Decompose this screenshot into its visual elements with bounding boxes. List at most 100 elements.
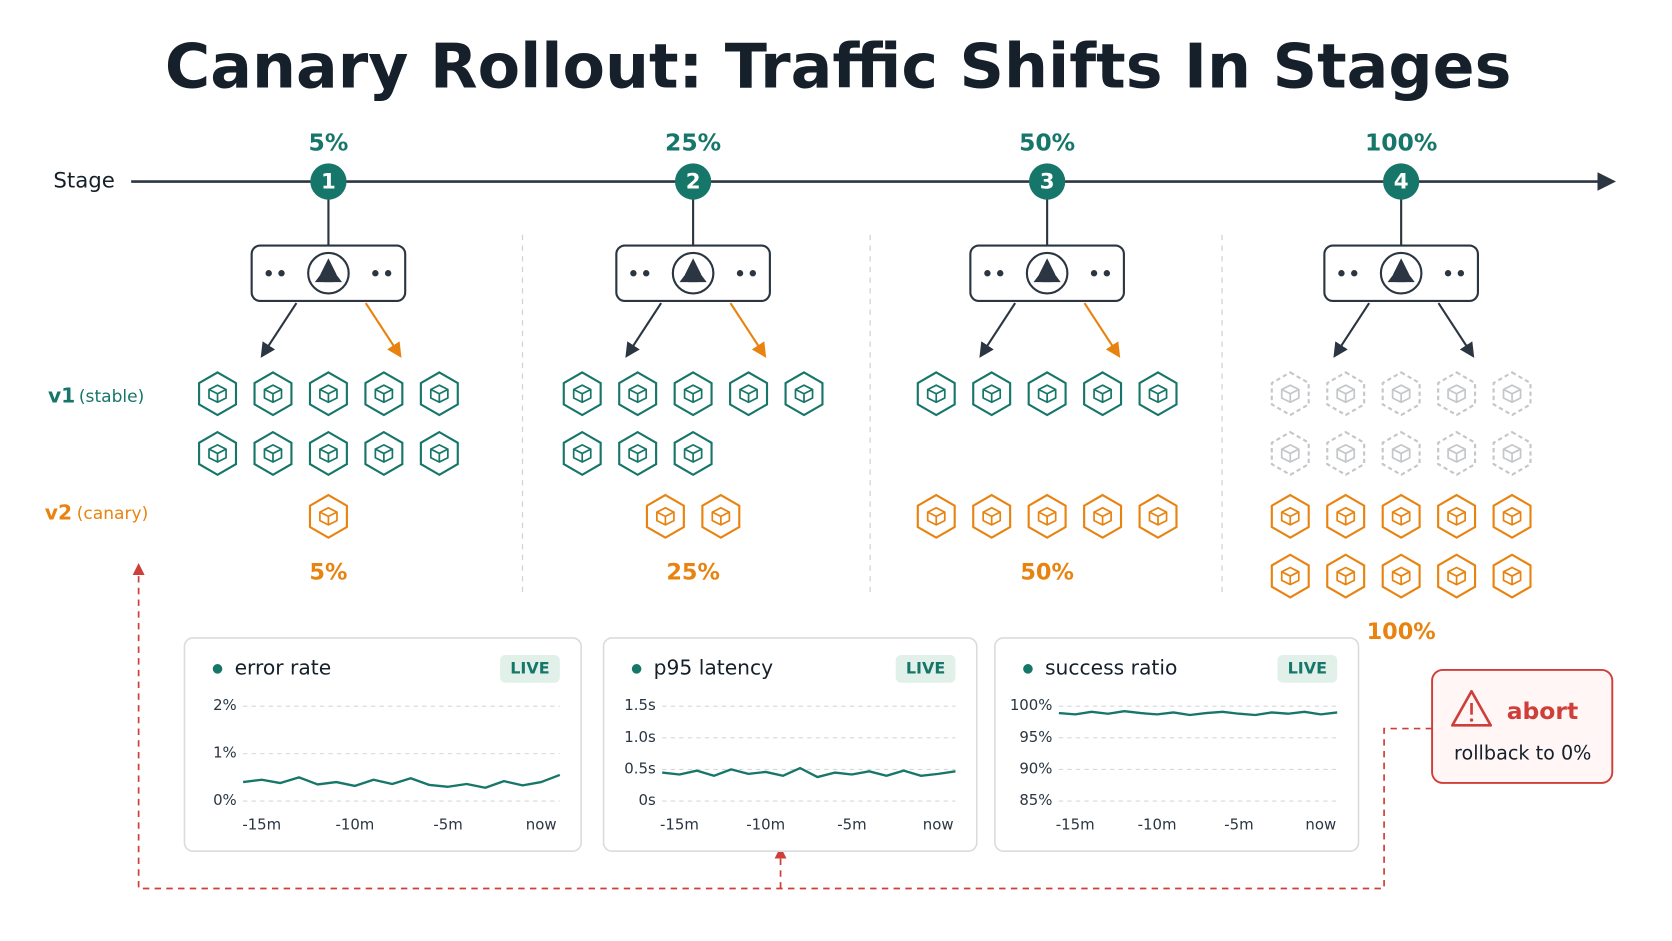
canary-percent: 100% <box>1367 619 1436 645</box>
instance-cube <box>711 506 731 526</box>
lb-dot <box>997 270 1004 277</box>
route-v2 <box>364 302 402 358</box>
lb-dot <box>984 270 991 277</box>
live-badge <box>895 654 956 683</box>
route-v1 <box>260 302 298 358</box>
instance-cube <box>628 384 648 404</box>
x-tick-label: -5m <box>837 816 866 834</box>
v1-label: v1 <box>48 383 75 407</box>
axis-label: Stage <box>53 169 115 194</box>
instance-cube <box>794 384 814 404</box>
instance-cube <box>263 384 283 404</box>
panel <box>602 637 978 852</box>
v1-note: (stable) <box>79 387 144 407</box>
instance-cube <box>926 384 946 404</box>
route-v2 <box>1083 302 1121 358</box>
abort-text: rollback to 0% <box>1454 742 1591 765</box>
y-tick-label: 85% <box>1019 791 1052 809</box>
instance-cube <box>1093 384 1112 404</box>
x-tick-label: now <box>923 816 954 834</box>
x-tick-label: now <box>1305 816 1336 834</box>
instance-group <box>1270 493 1532 599</box>
lb-dot <box>1103 270 1111 277</box>
panel-dot <box>631 664 642 674</box>
live-badge-text: LIVE <box>510 658 549 677</box>
instance-cube <box>1280 444 1300 463</box>
instance-cube <box>1391 384 1411 404</box>
instance-cube <box>1280 566 1300 586</box>
stage-number: 2 <box>686 170 701 195</box>
instance-cube <box>1502 384 1522 404</box>
stage-number: 1 <box>321 170 336 195</box>
stage-marker <box>674 163 712 200</box>
route-v2 <box>729 302 767 358</box>
y-tick-label: 1.0s <box>624 728 656 746</box>
instance-cube <box>1336 506 1356 526</box>
lb-dot <box>736 270 744 277</box>
instance-cube <box>1447 506 1466 526</box>
panel-dot <box>212 664 223 674</box>
instance-cube <box>1502 444 1522 463</box>
live-badge-text: LIVE <box>906 658 945 677</box>
instance-cube <box>683 444 703 463</box>
instance-cube <box>374 444 394 463</box>
instance-cube <box>1280 506 1300 526</box>
instance-cube <box>208 444 227 463</box>
y-tick-label: 100% <box>1010 696 1053 714</box>
lb-dot <box>265 270 272 277</box>
instance-cube <box>1391 444 1411 463</box>
x-tick-label: -15m <box>242 816 281 834</box>
abort-box: abort rollback to 0% <box>1431 668 1614 784</box>
stage-marker <box>1029 163 1066 200</box>
instance-group <box>645 493 741 539</box>
stage-number: 3 <box>1040 170 1055 195</box>
stage-percent: 25% <box>665 129 721 157</box>
instance-cube <box>319 384 338 404</box>
instance-cube <box>1391 506 1411 526</box>
instance-cube <box>374 384 394 404</box>
panel-dot <box>1023 664 1033 674</box>
stage-marker <box>310 163 347 200</box>
live-badge <box>500 654 560 683</box>
route-v2 <box>1437 302 1475 358</box>
instance-cube <box>1502 506 1522 526</box>
panel <box>994 637 1360 852</box>
y-tick-label: 95% <box>1019 728 1052 746</box>
y-tick-label: 1.5s <box>624 696 656 714</box>
instance-cube <box>982 506 1002 526</box>
lb-dot <box>1090 270 1098 277</box>
panel <box>183 637 582 852</box>
lb-dot <box>372 270 379 277</box>
instance-cube <box>1391 566 1411 586</box>
instance-cube <box>656 506 675 526</box>
x-tick-label: -15m <box>1056 816 1095 834</box>
x-tick-label: -10m <box>335 816 374 834</box>
rollback-path <box>132 563 1433 890</box>
instance-cube <box>319 444 338 463</box>
lb-dot <box>1338 270 1345 277</box>
live-badge-text: LIVE <box>1288 658 1327 677</box>
instance-cube <box>1447 384 1466 404</box>
instance-group <box>1270 371 1532 476</box>
v2-label: v2 <box>45 501 72 525</box>
y-tick-label: 0s <box>639 791 656 809</box>
abort-title: abort <box>1507 697 1578 725</box>
instance-cube <box>1280 384 1300 404</box>
lb-dot <box>630 270 637 277</box>
instance-cube <box>429 384 449 404</box>
instance-cube <box>1447 444 1466 463</box>
panel-title: success ratio <box>1045 655 1177 679</box>
instance-group <box>198 371 459 476</box>
instance-cube <box>683 384 703 404</box>
instance-cube <box>628 444 648 463</box>
route-v1 <box>979 302 1017 358</box>
instance-cube <box>1148 384 1168 404</box>
instance-cube <box>982 384 1002 404</box>
instance-cube <box>572 444 592 463</box>
canary-percent: 25% <box>666 559 720 585</box>
lb-dot <box>1457 270 1465 277</box>
instance-cube <box>572 384 592 404</box>
x-tick-label: -10m <box>1138 816 1177 834</box>
instance-cube <box>208 384 227 404</box>
